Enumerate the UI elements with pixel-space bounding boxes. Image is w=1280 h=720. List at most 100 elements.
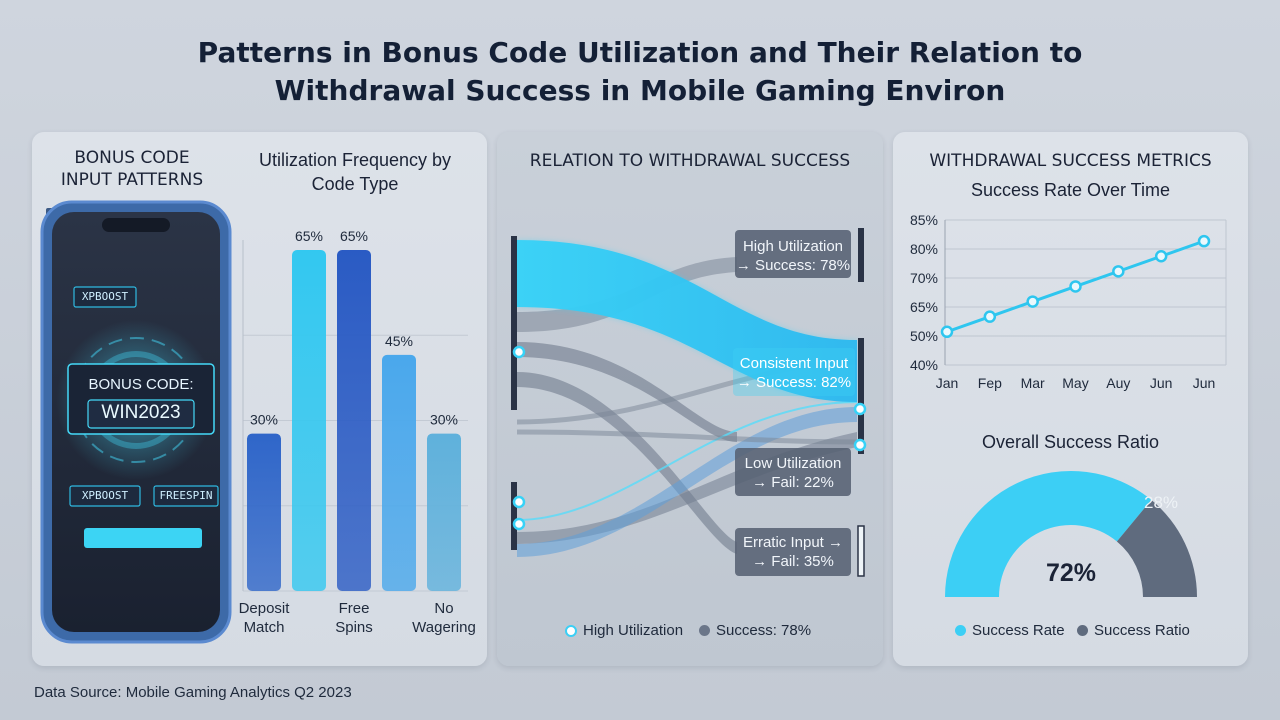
bar-category-label: Match: [244, 619, 285, 636]
submit-button[interactable]: [84, 528, 202, 548]
bar: [292, 250, 326, 591]
chip-left-label: XPBOOST: [81, 489, 129, 502]
relation-heading: RELATION TO WITHDRAWAL SUCCESS: [529, 151, 851, 171]
node-high-utilization: [735, 230, 851, 278]
bar-category-label: No: [434, 600, 453, 617]
flow-grey-3: [517, 372, 737, 554]
metrics-heading: WITHDRAWAL SUCCESS METRICS: [929, 151, 1212, 171]
line-point: [1069, 280, 1082, 293]
bar-category-label: Wagering: [412, 619, 476, 636]
donut-legend-2: Success Ratio: [1077, 622, 1190, 639]
bar-category-label: Free: [339, 600, 370, 617]
legend-dot-icon: [1077, 625, 1088, 636]
node-line-1: Low Utilization: [744, 455, 842, 472]
bar-data-label: 30%: [430, 412, 458, 428]
donut-main-label: 72%: [1046, 559, 1096, 587]
bar-data-label: 30%: [250, 412, 278, 428]
x-tick-label: Auy: [1106, 375, 1130, 391]
x-tick-label: Jun: [1193, 375, 1216, 391]
node-line-2: → Fail: 35%: [752, 553, 834, 570]
flow-thin-cyan: [516, 401, 858, 521]
source-bar-2: [511, 482, 517, 550]
heading-line-2: INPUT PATTERNS: [60, 170, 204, 190]
heading-line-1: BONUS CODE: [74, 148, 190, 168]
bar: [337, 250, 371, 591]
y-tick-label: 40%: [910, 357, 938, 373]
node-line-2: → Success: 82%: [736, 374, 852, 391]
y-tick-label: 85%: [910, 212, 938, 228]
relation-panel: RELATION TO WITHDRAWAL SUCCESS: [497, 132, 883, 666]
node-consistent-input: [733, 348, 855, 396]
flow-diagram: [511, 228, 867, 577]
legend-dot-icon: [955, 625, 966, 636]
node-dot: [512, 345, 526, 359]
line-chart-title: Success Rate Over Time: [970, 180, 1171, 200]
y-tick-label: 70%: [910, 270, 938, 286]
page-title: Patterns in Bonus Code Utilization and T…: [0, 34, 1280, 110]
node-low-utilization-text: Low Utilization → Fail: 22%: [735, 454, 851, 492]
bar: [382, 354, 416, 591]
code-value: WIN2023: [101, 402, 181, 423]
donut-chart: 72% 28%: [945, 471, 1197, 597]
legend-dot-icon: [699, 625, 710, 636]
node-line-2: → Success: 78%: [735, 257, 851, 274]
bar: [427, 433, 461, 591]
x-tick-label: Fep: [978, 375, 1002, 391]
phone-illustration: [40, 200, 232, 644]
node-line-1: High Utilization: [742, 238, 844, 255]
x-tick-label: Jun: [1150, 375, 1173, 391]
code-label: BONUS CODE:: [88, 376, 194, 393]
line-point: [1154, 250, 1168, 263]
line-chart: 85% 80% 70% 65% 50% 40% Jan Fep Mar May Auy Jun Jun: [910, 212, 1227, 391]
line-point: [983, 310, 997, 323]
legend-label: Success: 78%: [716, 622, 812, 639]
bar-data-label: 45%: [385, 333, 413, 349]
chip-left: [69, 485, 141, 507]
donut-slice: [1116, 499, 1197, 597]
chip-top: [73, 286, 137, 308]
bar-chart: 30% Deposit Match 65% 65% Free Spins 45% 30% No Wa…: [239, 228, 476, 636]
node-erratic-input-text: Erratic Input → → Fail: 35%: [735, 533, 851, 571]
bar-category-label: Spins: [335, 619, 373, 636]
node-line-1: Consistent Input: [739, 355, 849, 372]
node-low-utilization: [735, 448, 851, 496]
title-line-2: Withdrawal Success in Mobile Gaming Envi…: [274, 74, 1006, 107]
legend-label: High Utilization: [583, 622, 684, 639]
title-line-1: Patterns in Bonus Code Utilization and T…: [197, 36, 1083, 69]
node-high-utilization-text: High Utilization → Success: 78%: [735, 237, 851, 275]
donut-legend-1: Success Rate: [955, 622, 1065, 639]
bar-data-label: 65%: [340, 228, 368, 244]
source-bar-1: [511, 236, 517, 410]
y-tick-label: 50%: [910, 328, 938, 344]
bar-category-label: Deposit: [239, 600, 291, 617]
flow-grey-2: [517, 342, 737, 442]
bonus-code-heading: BONUS CODE INPUT PATTERNS: [32, 147, 232, 191]
metrics-panel: WITHDRAWAL SUCCESS METRICS Success Rate …: [893, 132, 1248, 666]
legend-dot-icon: [565, 624, 577, 637]
node-line-1: Erratic Input →: [742, 534, 844, 551]
x-tick-label: Jan: [936, 375, 959, 391]
chip-top-label: XPBOOST: [81, 290, 129, 303]
donut-slice-label: 28%: [1144, 493, 1178, 512]
node-dot: [512, 517, 526, 531]
node-dot: [512, 495, 526, 509]
node-line-2: → Fail: 22%: [752, 474, 834, 491]
chip-right: [153, 485, 219, 507]
line-point: [1112, 265, 1125, 278]
donut-title: Overall Success Ratio: [981, 432, 1160, 452]
flow-blue-1: [517, 407, 857, 557]
legend-label: Success Ratio: [1094, 622, 1190, 639]
line-point: [1026, 295, 1039, 308]
chip-right-label: FREESPIN: [159, 489, 213, 502]
flow-legend-2: Success: 78%: [699, 622, 811, 639]
line-point: [940, 325, 954, 339]
y-tick-label: 80%: [910, 241, 938, 257]
line-point: [1197, 234, 1211, 248]
flow-main: [517, 240, 857, 402]
x-tick-label: Mar: [1021, 375, 1045, 391]
bonus-code-panel: BONUS CODE INPUT PATTERNS XPBOOST BONUS: [32, 132, 487, 666]
y-tick-label: 65%: [910, 299, 938, 315]
bar: [247, 433, 281, 591]
data-source-footer: Data Source: Mobile Gaming Analytics Q2 …: [34, 684, 352, 701]
bar-chart-title: Utilization Frequency by Code Type: [258, 150, 452, 194]
